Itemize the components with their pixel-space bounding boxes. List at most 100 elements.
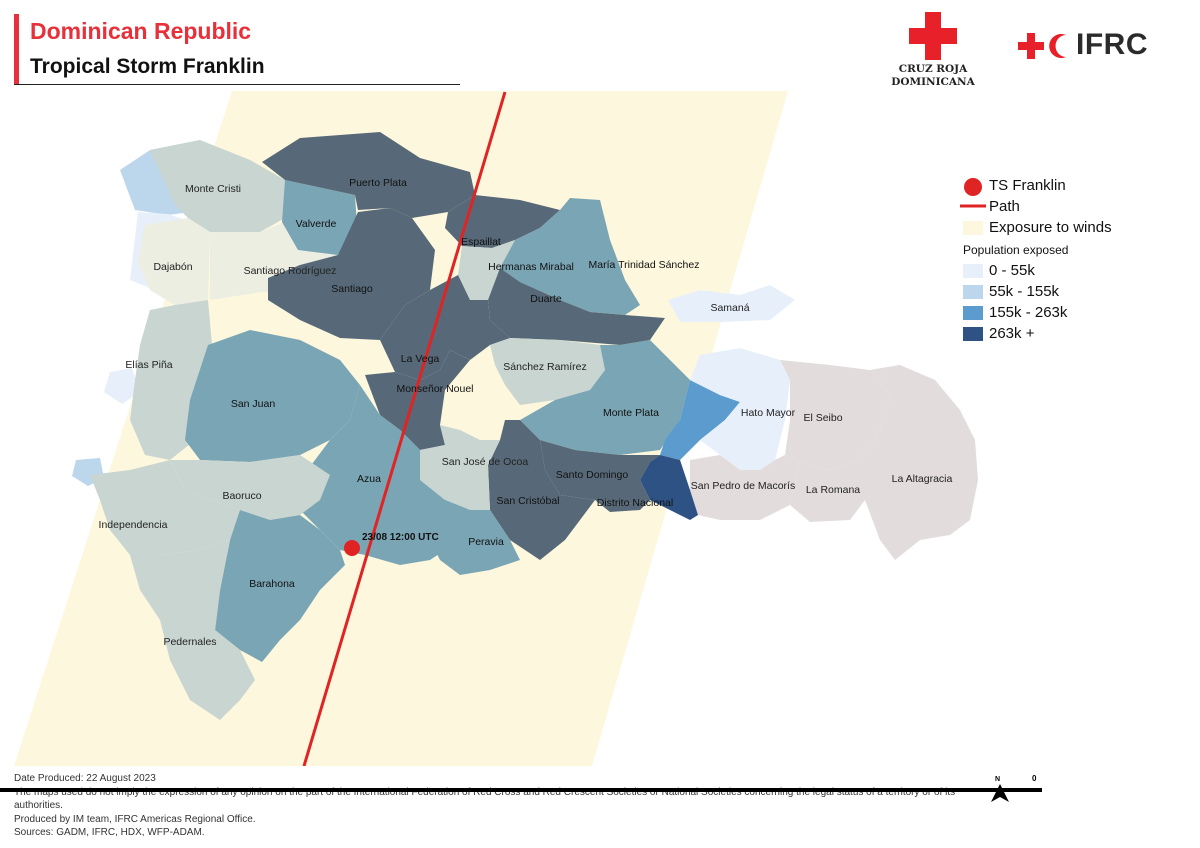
- label-monsenor-nouel: Monseñor Nouel: [396, 383, 473, 395]
- label-samana: Samaná: [710, 302, 749, 314]
- province-monsenor-nouel: [365, 350, 470, 450]
- province-distrito-nacional-east: [640, 455, 698, 520]
- label-elias-pina: Elías Piña: [125, 359, 172, 371]
- legend-item-exposure: Exposure to winds: [960, 218, 1190, 239]
- legend-ts-label: TS Franklin: [989, 177, 1066, 194]
- label-hermanas-mirabal: Hermanas Mirabal: [488, 261, 574, 273]
- label-monte-cristi: Monte Cristi: [185, 183, 241, 195]
- crd-logo-text: CRUZ ROJA DOMINICANA: [891, 63, 975, 88]
- footer-sources: Sources: GADM, IFRC, HDX, WFP-ADAM.: [14, 827, 205, 838]
- province-la-altagracia: [855, 365, 978, 560]
- province-santiago: [268, 208, 435, 340]
- province-hermanas-mirabal: [458, 240, 515, 300]
- province-monte-plata-east: [660, 380, 740, 460]
- province-hato-mayor: [690, 348, 790, 470]
- province-la-vega: [380, 275, 510, 380]
- province-san-cristobal: [488, 420, 595, 560]
- footer-date-produced: Date Produced: 22 August 2023: [14, 773, 156, 784]
- label-barahona: Barahona: [249, 578, 295, 590]
- exposure-swatch: [963, 221, 983, 235]
- label-distrito-nacional: Distrito Nacional: [597, 497, 673, 509]
- province-distrito-nacional: [595, 500, 650, 512]
- footer-disclaimer-end: authorities.: [14, 800, 63, 811]
- legend-class-2: 55k - 155k: [960, 282, 1190, 303]
- legend-class-1: 0 - 55k: [960, 261, 1190, 282]
- label-san-jose-de-ocoa: San José de Ocoa: [442, 456, 529, 468]
- province-peravia: [430, 500, 520, 575]
- label-monte-plata: Monte Plata: [603, 407, 659, 419]
- province-santo-domingo: [540, 440, 660, 505]
- class-3-swatch: [963, 306, 983, 320]
- label-el-seibo: El Seibo: [803, 412, 842, 424]
- storm-dot-icon: [964, 178, 982, 196]
- province-azua: [300, 385, 470, 565]
- label-duarte: Duarte: [530, 293, 562, 305]
- province-san-jose-de-ocoa: [420, 425, 500, 510]
- legend-class-3-label: 155k - 263k: [989, 304, 1068, 321]
- map-legend: TS Franklin Path Exposure to winds Popul…: [960, 176, 1190, 345]
- border-area-west-2: [104, 368, 140, 404]
- province-valverde: [282, 180, 358, 255]
- class-1-swatch: [963, 264, 983, 278]
- label-azua: Azua: [357, 473, 381, 485]
- path-line-icon: [960, 204, 986, 208]
- legend-class-3: 155k - 263k: [960, 303, 1190, 324]
- ifrc-logo-text: IFRC: [1076, 28, 1148, 61]
- province-espaillat: [445, 195, 560, 248]
- province-pedernales: [130, 540, 255, 720]
- province-san-juan: [185, 330, 360, 462]
- province-samana: [668, 285, 795, 322]
- ifrc-logo: IFRC: [1018, 28, 1158, 64]
- class-2-swatch: [963, 285, 983, 299]
- title-block: Dominican Republic Tropical Storm Frankl…: [14, 14, 460, 85]
- class-4-swatch: [963, 327, 983, 341]
- label-la-vega: La Vega: [401, 353, 440, 365]
- province-el-seibo: [780, 360, 890, 470]
- label-hato-mayor: Hato Mayor: [741, 407, 796, 419]
- province-dajabon: [138, 218, 210, 305]
- label-dajabon: Dajabón: [153, 261, 192, 273]
- legend-population-title: Population exposed: [963, 243, 1069, 257]
- label-santiago-rodriguez: Santiago Rodríguez: [244, 265, 337, 277]
- title-accent-bar: [14, 14, 19, 84]
- red-cross-icon: [909, 12, 957, 60]
- storm-point-label: 23/08 12:00 UTC: [362, 532, 439, 543]
- map-title-country: Dominican Republic: [30, 18, 252, 44]
- cross-crescent-icon: [1018, 33, 1066, 59]
- label-valverde: Valverde: [296, 218, 337, 230]
- province-san-pedro-de-macoris: [690, 455, 800, 520]
- legend-class-4: 263k +: [960, 324, 1190, 345]
- legend-item-path: Path: [960, 197, 1190, 218]
- label-pedernales: Pedernales: [163, 636, 216, 648]
- province-maria-trinidad-sanchez: [500, 198, 640, 315]
- scale-zero-label: 0: [1032, 774, 1037, 783]
- label-independencia: Independencia: [99, 519, 168, 531]
- map-canvas: Monte Cristi Puerto Plata Valverde Espai…: [14, 91, 978, 766]
- map-title-event: Tropical Storm Franklin: [30, 55, 265, 78]
- north-arrow-icon: [991, 784, 1009, 802]
- label-san-cristobal: San Cristóbal: [496, 495, 559, 507]
- province-la-romana: [790, 460, 865, 522]
- province-independencia: [90, 460, 240, 555]
- legend-class-2-label: 55k - 155k: [989, 283, 1060, 300]
- footer-disclaimer: The maps used do not imply the expressio…: [14, 786, 956, 798]
- map-footer: Date Produced: 22 August 2023 The maps u…: [14, 772, 1104, 840]
- label-peravia: Peravia: [468, 536, 504, 548]
- storm-position-marker: [344, 540, 360, 556]
- province-puerto-plata: [262, 132, 475, 218]
- province-monte-plata: [520, 340, 690, 455]
- storm-path-line: [302, 91, 507, 766]
- label-la-romana: La Romana: [806, 484, 860, 496]
- province-sanchez-ramirez: [490, 338, 605, 405]
- label-santiago: Santiago: [331, 283, 373, 295]
- label-baoruco: Baoruco: [222, 490, 261, 502]
- label-santo-domingo: Santo Domingo: [556, 469, 629, 481]
- province-baoruco: [170, 455, 330, 520]
- province-duarte: [488, 268, 665, 345]
- label-maria-trinidad-sanchez: María Trinidad Sánchez: [589, 259, 700, 271]
- scale-bar: [0, 788, 1042, 792]
- legend-class-4-label: 263k +: [989, 325, 1035, 342]
- label-puerto-plata: Puerto Plata: [349, 177, 407, 189]
- label-espaillat: Espaillat: [461, 236, 501, 248]
- north-arrow: N: [990, 776, 1010, 802]
